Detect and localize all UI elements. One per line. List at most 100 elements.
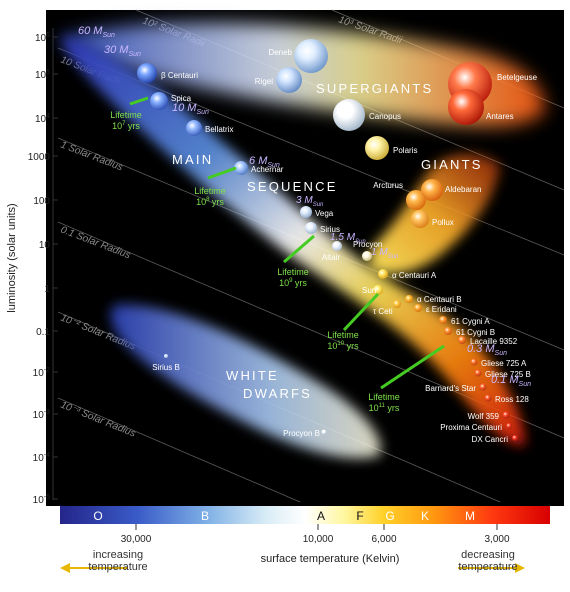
x-tick-label: 10,000 [303,534,334,545]
lifetime-label: Lifetime [110,110,142,120]
star-label: Proxima Centauri [440,423,502,432]
y-tick-label: 0.1 [36,327,50,338]
main-sequence-region [62,36,525,446]
star-label: Procyon B [283,429,320,438]
star [164,354,168,358]
star-label: DX Cancri [472,435,509,444]
right-arrow [458,563,525,573]
y-tick-label: 106 [35,32,50,44]
giants-label: GIANTS [421,157,483,172]
star [294,39,328,73]
star [234,161,248,175]
star [448,89,484,125]
mass-label: 0.3 MSun [467,343,507,357]
star [411,210,429,228]
lifetime-label: Lifetime [277,267,309,277]
spectral-class-G: G [385,509,394,523]
mass-label: 60 MSun [78,25,115,39]
white-dwarf-region [110,304,381,459]
star-label: Betelgeuse [497,73,538,82]
star-label: Arcturus [373,181,403,190]
y-tick-label: 1 [44,284,50,295]
spectral-class-O: O [93,509,102,523]
mass-label: 0.1 MSun [491,374,531,388]
star [378,269,388,279]
star [479,383,487,391]
mass-label: 1 MSun [371,247,399,260]
star-label: Rigel [255,77,273,86]
star [444,327,452,335]
lifetime-value: 1011 yrs [369,403,400,413]
lifetime-value: 108 yrs [196,197,224,207]
star [300,206,312,218]
lifetime-value: 107 yrs [112,121,140,131]
y-tick-label: 100 [33,196,50,207]
star-label: Gliese 725 B [485,370,531,379]
star-label: Antares [486,112,514,121]
supergiant-region [58,23,545,126]
left-arrow [60,563,128,573]
spectral-class-K: K [421,509,429,523]
mass-label: 30 MSun [104,44,141,58]
main-label: MAIN [172,152,213,167]
y-tick-label: 10-4 [33,452,50,464]
star [150,92,168,110]
star-label: Gliese 725 A [481,359,527,368]
solar-radius-line [57,397,301,503]
lifetime-label: Lifetime [194,186,226,196]
y-axis-ticks: 106 105 104 1000 100 10 1 0.1 10-2 10-3 10-4 10-5 [28,32,58,506]
y-tick-label: 10-2 [33,367,50,379]
star-label: Barnard's Star [425,384,476,393]
star [484,394,492,402]
star [333,99,365,131]
lifetime-line [342,292,380,332]
star [406,190,426,210]
spectral-class-bar [60,506,550,524]
star [393,300,401,308]
star-label: Wolf 359 [468,412,500,421]
right-arrow-label-line1: decreasing [461,549,515,561]
star [439,316,447,324]
lifetime-line [380,344,445,390]
mass-label: 6 MSun [249,155,280,169]
star-label: τ Ceti [373,307,393,316]
star-label: Sirius [320,225,340,234]
star-label: Ross 128 [495,395,529,404]
star-label: ε Eridani [426,305,457,314]
star-label: Sun [362,286,376,295]
mass-layer: 60 MSun 30 MSun 10 MSun 6 MSun 3 MSun 1.5 MSu… [78,25,531,388]
star [362,251,372,261]
right-arrow-label-line2: temperature [458,561,518,573]
star [414,304,422,312]
spectral-class-F: F [356,509,363,523]
star [332,241,342,251]
star-label: Bellatrix [205,125,233,134]
star [512,435,518,441]
star-label: 61 Cygni B [456,328,495,337]
star-label: Sirius B [152,363,180,372]
spectral-class-A: A [317,509,325,523]
y-tick-label: 104 [35,113,50,125]
star-label: α Centauri A [392,271,437,280]
star-label: Vega [315,209,334,218]
star [305,222,317,234]
star-label: Altair [322,253,341,262]
lifetime-label: Lifetime [327,330,359,340]
star [470,358,478,366]
star-label: β Centauri [161,71,198,80]
y-tick-label: 10-5 [33,494,50,506]
lifetime-line [207,166,237,180]
supergiants-label: SUPERGIANTS [316,81,433,96]
lifetime-value: 109 yrs [279,278,307,288]
lifetime-value: 1010 yrs [327,341,359,351]
left-arrow-label: increasing temperature [88,549,148,573]
star-label: α Centauri B [417,295,462,304]
star [186,120,202,136]
x-tick-label: 30,000 [121,534,152,545]
star [502,411,510,419]
y-tick-label: 105 [35,69,50,81]
